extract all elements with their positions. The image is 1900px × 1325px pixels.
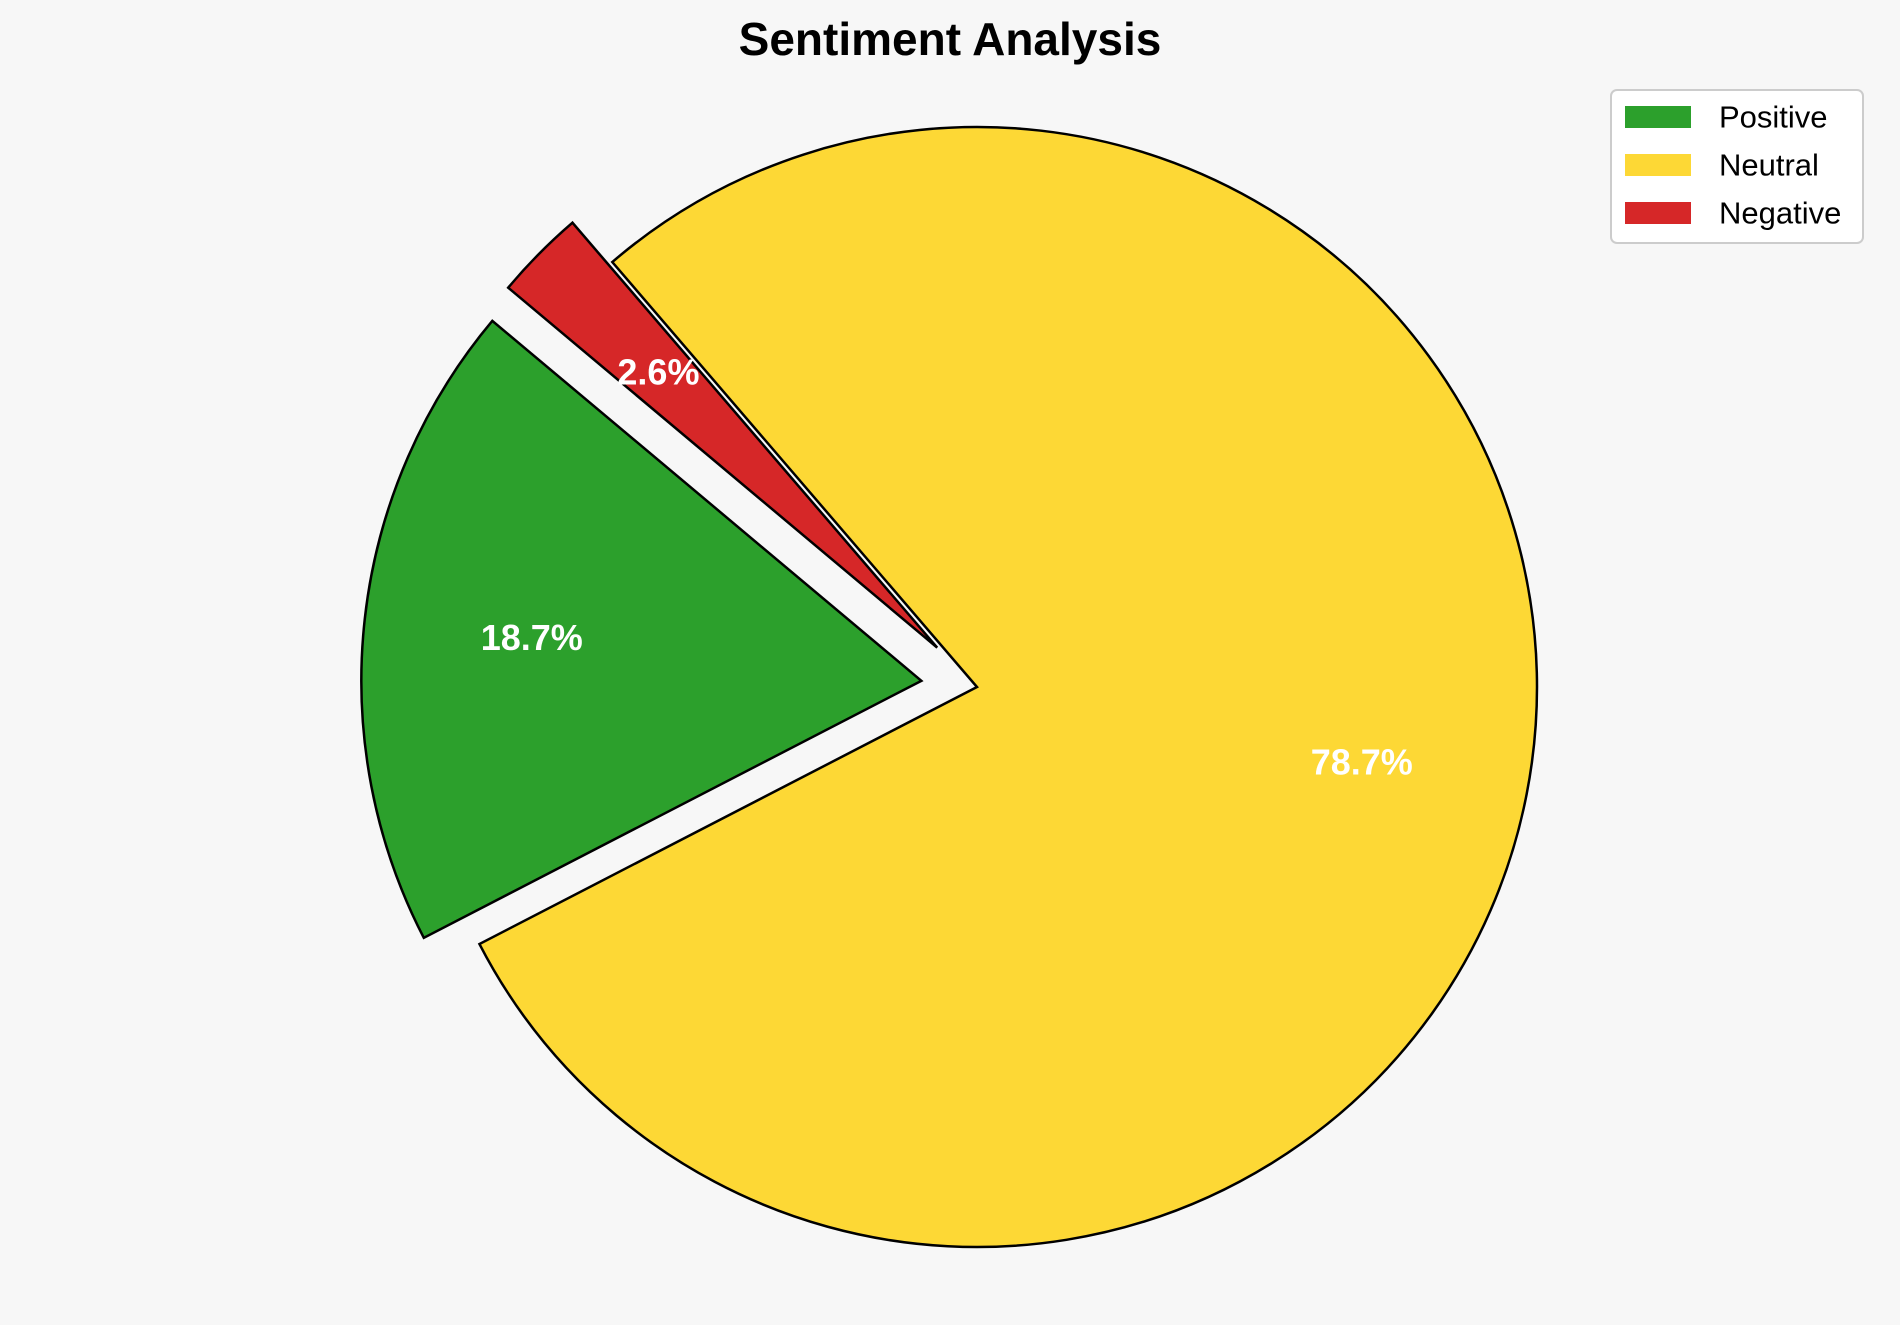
legend-label-neutral: Neutral	[1719, 148, 1819, 183]
legend-label-negative: Negative	[1719, 196, 1841, 231]
legend-swatch-neutral	[1625, 154, 1691, 176]
pie-slice-negative	[506, 220, 939, 649]
legend-swatch-positive	[1625, 106, 1691, 128]
slice-label-neutral: 78.7%	[1311, 741, 1413, 782]
legend-label-positive: Positive	[1719, 100, 1828, 135]
chart-title: Sentiment Analysis	[739, 13, 1162, 65]
slice-label-positive: 18.7%	[481, 617, 583, 658]
legend: Positive Neutral Negative	[1610, 89, 1864, 244]
slices-layer	[360, 125, 1539, 1249]
pie-slice-positive	[360, 319, 924, 940]
slice-labels-layer: 18.7% 78.7% 2.6%	[481, 351, 1413, 782]
pie-slice-neutral	[477, 125, 1539, 1249]
slice-label-negative: 2.6%	[617, 351, 699, 392]
legend-swatch-negative	[1625, 202, 1691, 224]
